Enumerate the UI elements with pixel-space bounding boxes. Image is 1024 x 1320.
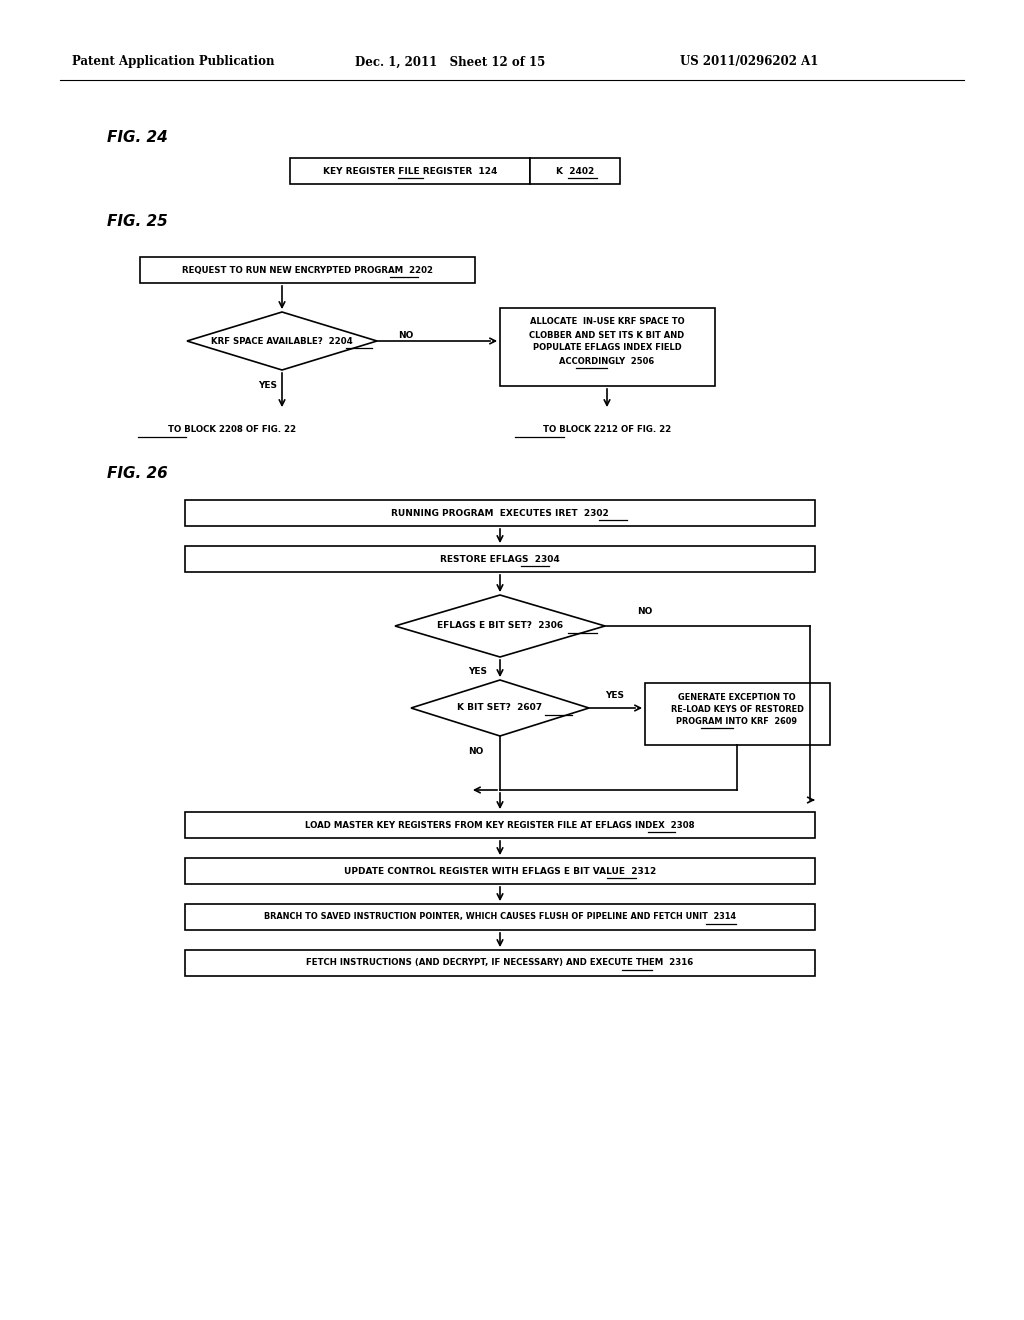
Text: Patent Application Publication: Patent Application Publication: [72, 55, 274, 69]
Bar: [185, 812, 815, 838]
Bar: [185, 904, 815, 931]
Text: FETCH INSTRUCTIONS (AND DECRYPT, IF NECESSARY) AND EXECUTE THEM  2316: FETCH INSTRUCTIONS (AND DECRYPT, IF NECE…: [306, 958, 693, 968]
Text: EFLAGS E BIT SET?  2306: EFLAGS E BIT SET? 2306: [437, 622, 563, 631]
Polygon shape: [187, 312, 377, 370]
Bar: [185, 500, 815, 525]
Text: YES: YES: [605, 690, 624, 700]
Text: Dec. 1, 2011   Sheet 12 of 15: Dec. 1, 2011 Sheet 12 of 15: [355, 55, 545, 69]
Text: TO BLOCK 2208 OF FIG. 22: TO BLOCK 2208 OF FIG. 22: [168, 425, 296, 434]
Text: TO BLOCK 2212 OF FIG. 22: TO BLOCK 2212 OF FIG. 22: [543, 425, 671, 434]
Text: KEY REGISTER FILE REGISTER  124: KEY REGISTER FILE REGISTER 124: [323, 166, 498, 176]
Text: K  2402: K 2402: [556, 166, 594, 176]
Text: US 2011/0296202 A1: US 2011/0296202 A1: [680, 55, 818, 69]
Bar: [500, 308, 715, 385]
Bar: [185, 950, 815, 975]
Text: RUNNING PROGRAM  EXECUTES IRET  2302: RUNNING PROGRAM EXECUTES IRET 2302: [391, 508, 609, 517]
Text: LOAD MASTER KEY REGISTERS FROM KEY REGISTER FILE AT EFLAGS INDEX  2308: LOAD MASTER KEY REGISTERS FROM KEY REGIS…: [305, 821, 695, 829]
Text: FIG. 26: FIG. 26: [106, 466, 168, 482]
Text: GENERATE EXCEPTION TO: GENERATE EXCEPTION TO: [678, 693, 796, 701]
Text: RESTORE EFLAGS  2304: RESTORE EFLAGS 2304: [440, 554, 560, 564]
Bar: [185, 858, 815, 884]
Text: UPDATE CONTROL REGISTER WITH EFLAGS E BIT VALUE  2312: UPDATE CONTROL REGISTER WITH EFLAGS E BI…: [344, 866, 656, 875]
Text: POPULATE EFLAGS INDEX FIELD: POPULATE EFLAGS INDEX FIELD: [532, 343, 681, 352]
Text: PROGRAM INTO KRF  2609: PROGRAM INTO KRF 2609: [677, 717, 798, 726]
Text: NO: NO: [637, 607, 652, 616]
Text: CLOBBER AND SET ITS K BIT AND: CLOBBER AND SET ITS K BIT AND: [529, 330, 685, 339]
Bar: [290, 158, 530, 183]
Text: ACCORDINGLY  2506: ACCORDINGLY 2506: [559, 356, 654, 366]
Text: BRANCH TO SAVED INSTRUCTION POINTER, WHICH CAUSES FLUSH OF PIPELINE AND FETCH UN: BRANCH TO SAVED INSTRUCTION POINTER, WHI…: [264, 912, 736, 921]
Bar: [185, 546, 815, 572]
Text: KRF SPACE AVAILABLE?  2204: KRF SPACE AVAILABLE? 2204: [211, 337, 353, 346]
Bar: [645, 682, 830, 744]
Text: ALLOCATE  IN-USE KRF SPACE TO: ALLOCATE IN-USE KRF SPACE TO: [529, 318, 684, 326]
Text: FIG. 25: FIG. 25: [106, 214, 168, 230]
Text: NO: NO: [468, 747, 483, 756]
Text: K BIT SET?  2607: K BIT SET? 2607: [458, 704, 543, 713]
Polygon shape: [395, 595, 605, 657]
Bar: [140, 257, 475, 282]
Text: YES: YES: [468, 668, 487, 676]
Polygon shape: [411, 680, 589, 737]
Text: YES: YES: [258, 380, 278, 389]
Text: REQUEST TO RUN NEW ENCRYPTED PROGRAM  2202: REQUEST TO RUN NEW ENCRYPTED PROGRAM 220…: [181, 265, 432, 275]
Text: RE-LOAD KEYS OF RESTORED: RE-LOAD KEYS OF RESTORED: [671, 705, 804, 714]
Text: NO: NO: [398, 330, 414, 339]
Text: FIG. 24: FIG. 24: [106, 131, 168, 145]
Bar: [530, 158, 620, 183]
